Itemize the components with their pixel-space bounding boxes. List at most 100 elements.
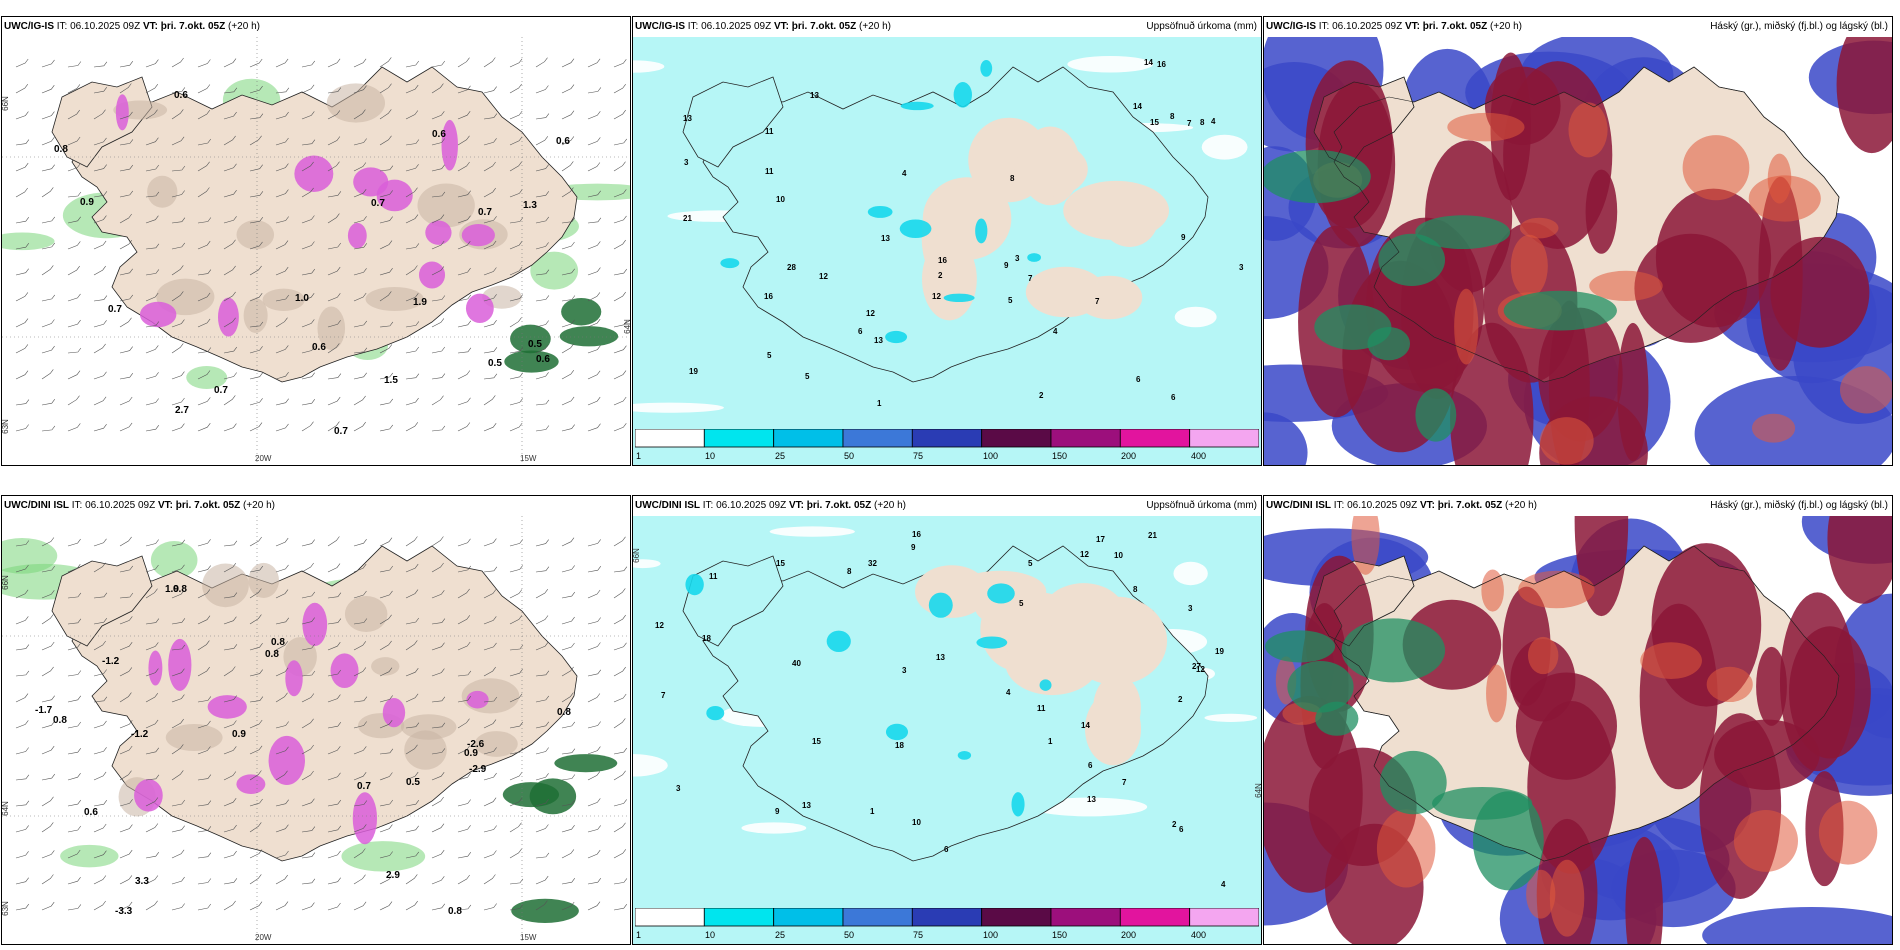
wind-barb (41, 85, 55, 94)
wind-barb (431, 138, 445, 146)
wind-barb (379, 695, 393, 703)
wind-barb (197, 696, 212, 703)
wind-barb (431, 590, 445, 599)
precip-value-label: 0.8 (448, 906, 462, 917)
wind-barb (223, 824, 237, 833)
precip-amount-label: 7 (661, 691, 666, 700)
wind-barb (405, 536, 418, 547)
wind-barb (483, 187, 496, 198)
wind-barb (223, 900, 236, 911)
colorbar-tick-label: 100 (983, 451, 999, 461)
dry-patch (633, 754, 668, 777)
precip-cell (706, 705, 725, 721)
wind-barb (275, 746, 289, 755)
wind-barb (613, 189, 627, 198)
wind-barb (249, 770, 262, 781)
wind-barb (93, 747, 107, 755)
wind-barb (405, 243, 420, 250)
wind-barb (353, 138, 367, 146)
hatched-area (262, 288, 305, 311)
wind-barb (275, 58, 289, 68)
wind-barb (145, 642, 159, 651)
cloud-edge-area (1748, 175, 1821, 222)
wind-barb (613, 588, 626, 599)
wind-barb (223, 563, 237, 573)
wind-barb (93, 875, 107, 885)
wind-barb (405, 800, 420, 807)
wind-barb (145, 425, 160, 432)
mid-cloud-area (1702, 906, 1892, 944)
wind-barb (171, 770, 184, 781)
wind-barb (41, 721, 55, 729)
lat-label-66n: 66N (632, 548, 641, 563)
wind-barb (275, 216, 289, 224)
colorbar-swatch (1189, 908, 1259, 927)
wind-barb (457, 565, 472, 573)
dry-land-patch (1084, 692, 1142, 766)
wind-barb (197, 539, 211, 547)
precip-amount-label: 1 (1048, 737, 1053, 746)
precip-value-label: 0.9 (80, 197, 94, 208)
wind-barb (379, 565, 394, 573)
wind-barb (587, 589, 601, 599)
wind-barb (483, 797, 497, 807)
precip-value-label: 1.0 (295, 293, 309, 304)
wind-barb (145, 900, 158, 911)
wind-barb (275, 589, 289, 599)
panel-title: UWC/DINI ISL IT: 06.10.2025 09Z VT: þri.… (4, 500, 275, 511)
cloud-edge-area (1454, 288, 1479, 365)
wind-barb (431, 346, 446, 354)
colorbar-tick-label: 200 (1121, 930, 1137, 940)
wind-barb (41, 641, 55, 651)
cloud-edge-area (1510, 234, 1548, 298)
wind-barb (67, 592, 82, 599)
wind-barb (535, 773, 549, 781)
wind-barb (613, 291, 626, 302)
wind-barb (171, 57, 184, 68)
dry-patch (1173, 561, 1208, 586)
wind-barb (15, 162, 29, 172)
dry-patch (1067, 56, 1154, 73)
wind-barb (431, 111, 445, 120)
wind-barb (119, 213, 132, 224)
wind-barb (535, 399, 550, 406)
panel-subtitle: Uppsöfnuð úrkoma (mm) (1146, 21, 1257, 32)
iceland-landmass (71, 545, 578, 862)
wind-barb (15, 720, 29, 729)
colorbar-swatch (981, 908, 1052, 927)
heavy-precip-cell (382, 698, 406, 728)
wind-barb (327, 902, 341, 911)
wind-barb (67, 849, 81, 859)
cloud-edge-area (1640, 642, 1702, 679)
precip-value-label: 0.6 (84, 807, 98, 818)
dry-patch (769, 526, 855, 537)
wind-barb (223, 695, 237, 703)
precip-value-label: 0.6 (312, 342, 326, 353)
wind-barb (67, 293, 81, 302)
wind-barb (275, 799, 289, 807)
wind-barb (327, 191, 342, 198)
wind-barb (405, 640, 418, 651)
wind-barb (613, 239, 626, 250)
low-cloud-area (1415, 215, 1511, 250)
wind-barb (249, 85, 263, 94)
hatched-area (365, 286, 424, 312)
wind-barb (379, 321, 394, 328)
wind-barb (93, 61, 108, 68)
iceland-coastline (1333, 66, 1840, 383)
wind-barb (301, 399, 316, 406)
hatched-area (474, 731, 518, 757)
wind-barb (509, 372, 524, 380)
wind-barb (249, 293, 263, 302)
precip-amount-label: 9 (775, 807, 780, 816)
cloud-edge-area (1539, 417, 1594, 465)
wind-barb (431, 191, 446, 198)
wind-barb (197, 269, 212, 276)
wind-barb (223, 540, 238, 547)
wind-barb (93, 320, 107, 328)
wind-barb (223, 135, 236, 146)
wind-barb (145, 398, 159, 406)
wind-barb (301, 878, 316, 885)
dry-land-patch (1076, 275, 1143, 320)
strong-precip-cell (510, 324, 551, 354)
